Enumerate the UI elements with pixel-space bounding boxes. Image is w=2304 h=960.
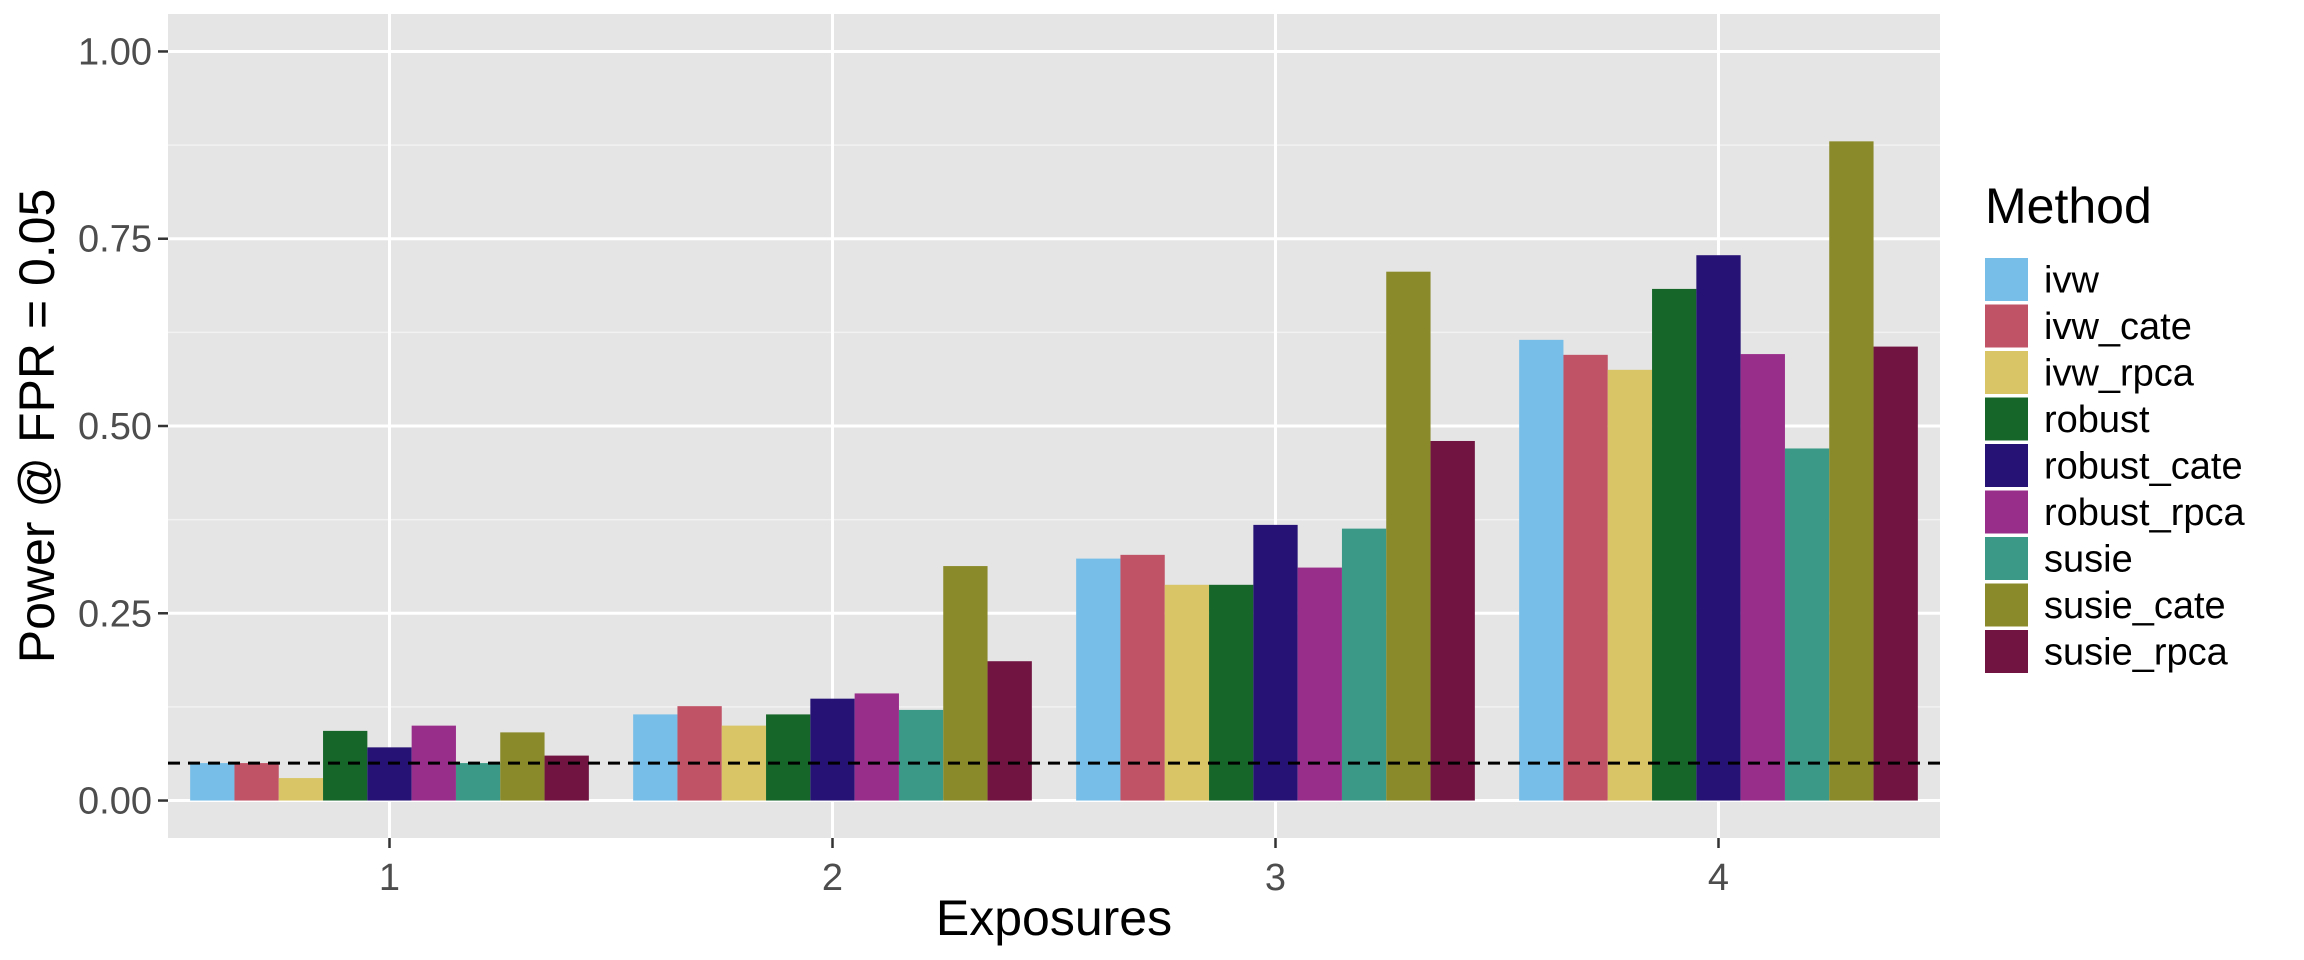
y-tick-label: 0.25 [78, 593, 152, 635]
bar-susie-4 [1784, 448, 1830, 801]
legend-label-robust_cate: robust_cate [2044, 446, 2243, 488]
legend-label-susie_cate: susie_cate [2044, 585, 2226, 627]
legend-key-robust_cate [1985, 444, 2028, 487]
bar-robust-3 [1209, 584, 1254, 801]
bar-robust-4 [1652, 288, 1697, 801]
bar-susie_cate-2 [943, 566, 988, 801]
legend-key-robust_rpca [1985, 490, 2028, 534]
bar-ivw-2 [633, 714, 678, 801]
bar-robust_rpca-3 [1297, 567, 1342, 801]
bar-ivw_cate-1 [234, 763, 279, 801]
bar-susie_cate-4 [1829, 141, 1874, 801]
bar-susie-3 [1341, 528, 1387, 801]
x-axis-ticks: 1 2 3 4 [379, 838, 1729, 899]
bar-ivw_rpca-1 [278, 778, 324, 801]
bar-ivw_rpca-3 [1164, 584, 1210, 801]
y-tick-label: 0.50 [78, 406, 152, 448]
legend-key-susie_rpca [1985, 630, 2028, 673]
legend-key-susie_cate [1985, 583, 2028, 627]
legend-label-ivw: ivw [2044, 260, 2099, 302]
bar-susie-2 [898, 709, 944, 801]
bar-ivw-1 [190, 763, 235, 801]
y-tick-label: 0.75 [78, 219, 152, 261]
bar-ivw_cate-2 [677, 706, 722, 801]
bar-ivw-4 [1519, 339, 1564, 801]
bar-robust-2 [766, 714, 811, 801]
y-axis-ticks: 0.00 0.25 0.50 0.75 1.00 [78, 31, 168, 823]
legend-key-ivw_cate [1985, 304, 2028, 348]
bar-robust_cate-1 [367, 747, 412, 801]
x-tick-label: 3 [1265, 857, 1286, 899]
legend-label-robust_rpca: robust_rpca [2044, 492, 2246, 534]
legend-label-ivw_rpca: ivw_rpca [2044, 353, 2195, 395]
bar-susie_rpca-4 [1873, 346, 1918, 801]
legend-label-susie_rpca: susie_rpca [2044, 632, 2229, 674]
bar-ivw-3 [1076, 558, 1121, 801]
legend-title: Method [1985, 178, 2152, 234]
bar-ivw_cate-3 [1120, 554, 1165, 801]
bar-ivw_cate-4 [1563, 354, 1608, 801]
x-tick-label: 4 [1708, 857, 1729, 899]
bar-ivw_rpca-4 [1607, 369, 1653, 801]
y-tick-label: 0.00 [78, 781, 152, 823]
bar-robust_cate-4 [1696, 255, 1741, 801]
bar-robust_rpca-4 [1740, 354, 1785, 801]
bar-robust_cate-2 [810, 698, 855, 801]
legend-key-ivw [1985, 258, 2028, 301]
x-tick-label: 1 [379, 857, 400, 899]
legend-label-robust: robust [2044, 399, 2150, 441]
legend-key-robust [1985, 397, 2028, 441]
legend-key-ivw_rpca [1985, 351, 2028, 394]
bar-susie_cate-3 [1386, 271, 1431, 801]
legend-label-ivw_cate: ivw_cate [2044, 306, 2192, 348]
x-tick-label: 2 [822, 857, 843, 899]
bar-susie_cate-1 [500, 732, 545, 801]
y-axis-title: Power @ FPR = 0.05 [9, 189, 65, 664]
bar-robust_cate-3 [1253, 524, 1298, 801]
y-tick-label: 1.00 [78, 31, 152, 73]
x-axis-title: Exposures [936, 890, 1172, 946]
legend-key-susie [1985, 537, 2028, 580]
legend-label-susie: susie [2044, 539, 2133, 581]
bar-susie_rpca-3 [1430, 440, 1475, 801]
bar-robust-1 [323, 730, 368, 801]
bar-susie_rpca-2 [987, 661, 1032, 801]
bar-robust_rpca-2 [854, 693, 899, 801]
bar-susie-1 [455, 763, 501, 801]
